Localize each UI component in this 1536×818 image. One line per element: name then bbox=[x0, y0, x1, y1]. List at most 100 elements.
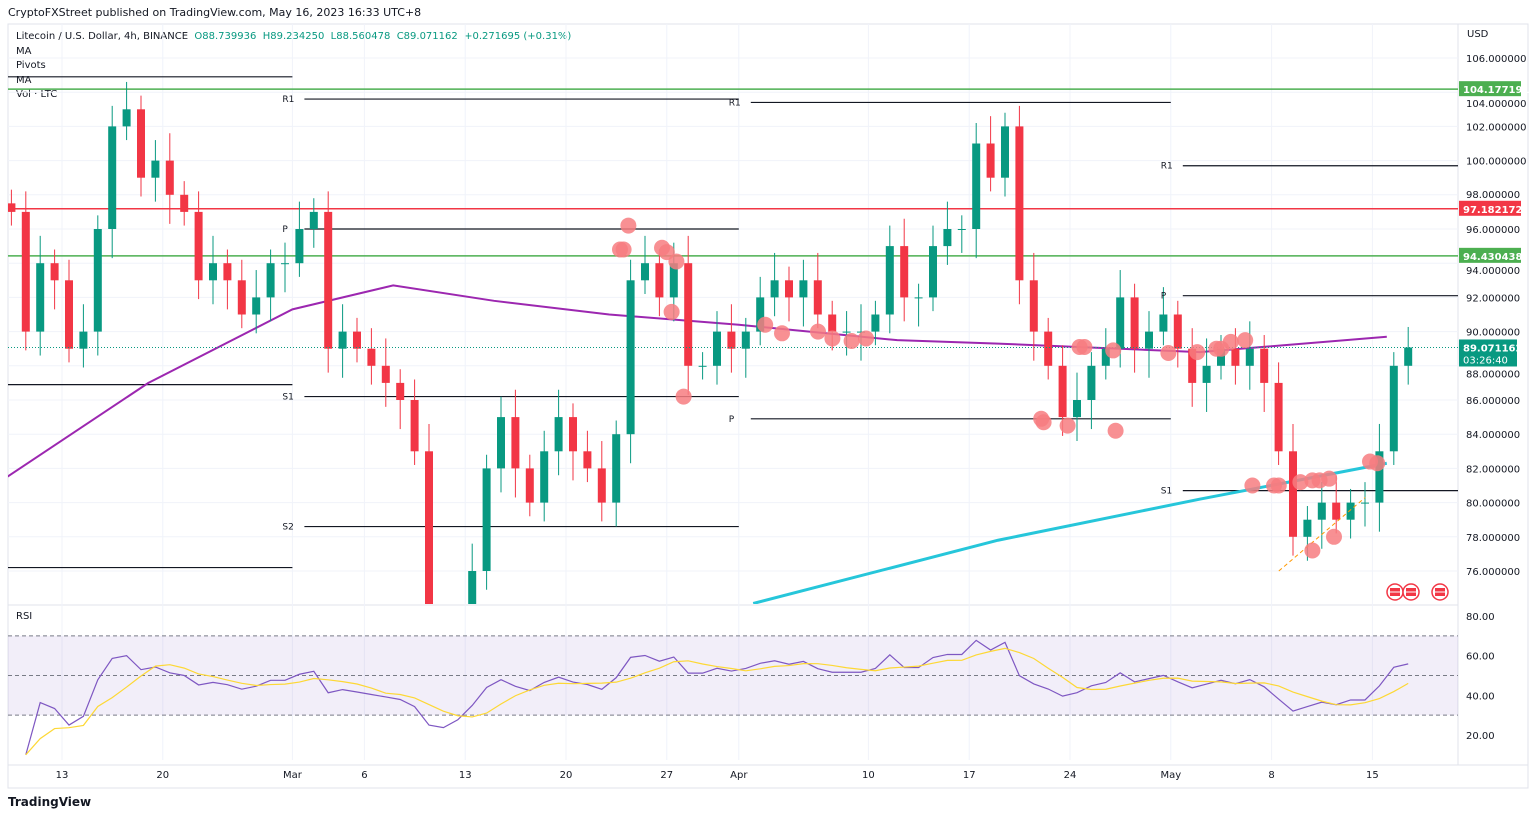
highlight-marker bbox=[1222, 333, 1239, 350]
candle-body bbox=[842, 331, 851, 333]
candle-body bbox=[1245, 348, 1254, 366]
candle-body bbox=[1375, 451, 1384, 503]
candle-body bbox=[223, 263, 232, 281]
candle-body bbox=[626, 280, 635, 435]
x-tick-label: 20 bbox=[560, 770, 573, 781]
candle-body bbox=[1073, 400, 1081, 418]
y-tick-label: 88.000000 bbox=[1466, 369, 1520, 380]
symbol-name: Litecoin / U.S. Dollar, 4h, BINANCE bbox=[16, 31, 189, 42]
highlight-marker bbox=[1304, 542, 1321, 559]
low-value: L88.560478 bbox=[330, 31, 391, 42]
y-tick-label: 104.000000 bbox=[1466, 99, 1526, 110]
candle-body bbox=[1145, 331, 1153, 349]
change-value: +0.271695 (+0.31%) bbox=[464, 31, 572, 42]
pivot-label: R1 bbox=[1161, 162, 1173, 172]
level-price-label: 97.182172 bbox=[1463, 205, 1523, 216]
highlight-marker bbox=[1292, 474, 1309, 491]
candle-body bbox=[137, 109, 145, 178]
highlight-marker bbox=[858, 330, 874, 347]
us-flag-icon[interactable] bbox=[1386, 583, 1404, 601]
candle-body bbox=[1116, 297, 1125, 349]
indicator-pivots[interactable]: Pivots bbox=[16, 60, 46, 71]
candle-body bbox=[1001, 126, 1009, 178]
rsi-tick-label: 20.00 bbox=[1466, 731, 1495, 742]
candle-body bbox=[50, 263, 59, 281]
candle-body bbox=[900, 246, 909, 298]
candle-body bbox=[1058, 365, 1067, 418]
x-tick-label: May bbox=[1160, 770, 1181, 781]
indicator-volume[interactable]: Vol · LTC bbox=[16, 89, 58, 100]
candle-body bbox=[684, 263, 693, 366]
publish-info: CryptoFXStreet published on TradingView.… bbox=[8, 6, 422, 19]
candle-body bbox=[108, 126, 117, 229]
candle-body bbox=[482, 468, 491, 571]
us-flag-icon[interactable] bbox=[1402, 583, 1420, 601]
candle-body bbox=[1346, 502, 1355, 520]
candle-body bbox=[1361, 502, 1369, 504]
x-tick-label: 13 bbox=[459, 770, 472, 781]
candle-body bbox=[1332, 502, 1341, 520]
pivot-label: P bbox=[1161, 292, 1167, 302]
candle-body bbox=[1303, 519, 1312, 537]
high-value: H89.234250 bbox=[262, 31, 325, 42]
candle-body bbox=[741, 331, 750, 349]
highlight-marker bbox=[1105, 342, 1122, 359]
us-flag-icon[interactable] bbox=[1431, 583, 1449, 601]
currency-label: USD bbox=[1467, 29, 1489, 40]
y-tick-label: 80.000000 bbox=[1466, 499, 1520, 510]
candle-body bbox=[1202, 365, 1211, 383]
x-tick-label: 6 bbox=[361, 770, 367, 781]
indicator-ma[interactable]: MA bbox=[16, 45, 32, 57]
candle-body bbox=[1044, 331, 1053, 366]
candle-body bbox=[122, 109, 131, 127]
candle-body bbox=[713, 331, 721, 366]
x-tick-label: 17 bbox=[963, 770, 976, 781]
pivot-label: S1 bbox=[282, 393, 293, 403]
candle-body bbox=[756, 297, 765, 332]
pivot-label: R1 bbox=[729, 98, 741, 108]
candle-body bbox=[813, 280, 822, 315]
last-price-badge bbox=[1459, 339, 1517, 367]
y-tick-label: 96.000000 bbox=[1466, 225, 1520, 236]
indicator-ma-2[interactable]: MA bbox=[16, 74, 32, 86]
y-tick-label: 86.000000 bbox=[1466, 396, 1520, 407]
highlight-marker bbox=[1076, 338, 1093, 355]
candle-body bbox=[1188, 348, 1197, 383]
highlight-marker bbox=[757, 316, 774, 333]
candle-body bbox=[698, 365, 707, 367]
candle-body bbox=[554, 417, 563, 452]
candle-body bbox=[295, 229, 304, 264]
candle-body bbox=[151, 160, 160, 178]
y-tick-label: 78.000000 bbox=[1466, 533, 1520, 544]
candle-body bbox=[1015, 126, 1024, 281]
candle-body bbox=[497, 417, 505, 469]
candle-body bbox=[857, 331, 865, 333]
y-tick-label: 100.000000 bbox=[1466, 157, 1526, 168]
symbol-ohlc: Litecoin / U.S. Dollar, 4h, BINANCE O88.… bbox=[16, 30, 571, 45]
candle-body bbox=[21, 211, 30, 332]
y-tick-label: 102.000000 bbox=[1466, 122, 1526, 133]
pivot-label: S2 bbox=[282, 523, 293, 533]
y-tick-label: 94.000000 bbox=[1466, 266, 1520, 277]
candle-body bbox=[324, 211, 333, 349]
close-value: C89.071162 bbox=[396, 31, 458, 42]
candle-body bbox=[929, 246, 937, 298]
y-tick-label: 92.000000 bbox=[1466, 293, 1520, 304]
highlight-marker bbox=[774, 325, 790, 342]
candle-body bbox=[1289, 451, 1297, 537]
x-tick-label: 27 bbox=[660, 770, 673, 781]
countdown-label: 03:26:40 bbox=[1463, 355, 1508, 366]
x-tick-label: 10 bbox=[862, 770, 875, 781]
rsi-tick-label: 80.00 bbox=[1466, 612, 1495, 623]
candle-body bbox=[885, 246, 894, 315]
candle-body bbox=[93, 229, 102, 332]
pivot-label: P bbox=[729, 415, 735, 425]
level-price-badge bbox=[1459, 200, 1521, 216]
candle-body bbox=[828, 314, 837, 332]
last-price-label: 89.071162 bbox=[1463, 343, 1523, 354]
x-tick-label: Mar bbox=[283, 770, 303, 781]
candle-body bbox=[770, 280, 779, 298]
candle-body bbox=[957, 229, 966, 230]
level-price-label: 104.177191 bbox=[1463, 85, 1529, 96]
